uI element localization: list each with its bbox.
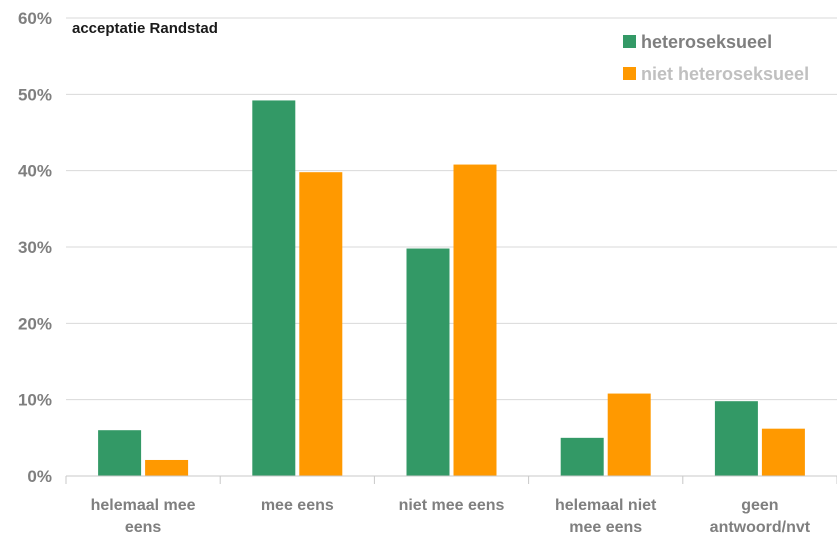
x-tick-label: helemaal mee eens [91, 497, 196, 536]
x-tick-label: mee eens [261, 497, 334, 514]
y-tick-label: 20% [18, 314, 52, 333]
bar [453, 164, 497, 476]
legend-label: heteroseksueel [641, 32, 772, 52]
legend-label: niet heteroseksueel [641, 64, 809, 84]
y-tick-label: 0% [27, 467, 52, 486]
bar [98, 430, 142, 476]
bar [714, 401, 758, 476]
bar [607, 393, 651, 476]
bars [98, 100, 805, 476]
y-tick-label: 40% [18, 162, 52, 181]
legend-swatch [623, 35, 636, 48]
bar [252, 100, 296, 476]
y-tick-label: 10% [18, 391, 52, 410]
bar [145, 459, 189, 476]
legend-swatch [623, 67, 636, 80]
bar [560, 437, 604, 476]
y-tick-label: 30% [18, 238, 52, 257]
bar [406, 248, 450, 476]
x-tick-label: helemaal niet mee eens [555, 497, 657, 536]
x-tick-label: niet mee eens [399, 497, 505, 514]
y-tick-label: 50% [18, 85, 52, 104]
y-tick-label: 60% [18, 9, 52, 28]
bar [299, 172, 343, 476]
x-tick-label: geen antwoord/nvt [710, 497, 811, 536]
bar [761, 428, 805, 476]
y-axis: 0% 10% 20% 30% 40% 50% 60% [18, 9, 52, 486]
gridlines [66, 17, 837, 401]
x-axis: helemaal mee eens mee eens niet mee eens hel… [65, 476, 837, 536]
legend: heteroseksueel niet heteroseksueel [623, 32, 809, 84]
chart-title: acceptatie Randstad [72, 20, 218, 37]
